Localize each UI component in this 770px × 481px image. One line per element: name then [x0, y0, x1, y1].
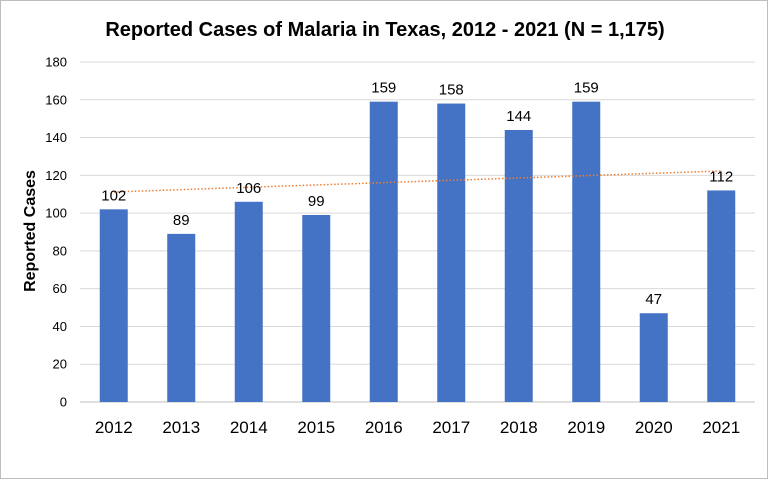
bar	[639, 313, 668, 402]
y-tick-label: 100	[45, 206, 67, 221]
y-tick-label: 20	[53, 357, 67, 372]
data-label: 89	[173, 212, 190, 229]
data-label: 158	[439, 82, 464, 99]
y-axis-ticks: 0 20 40 60 80 100 120 140 160 180	[45, 55, 67, 410]
bar	[572, 101, 601, 403]
x-tick-label: 2020	[635, 418, 673, 437]
bar	[369, 101, 398, 403]
x-tick-label: 2014	[230, 418, 268, 437]
data-label: 106	[236, 180, 261, 197]
x-tick-label: 2013	[162, 418, 200, 437]
data-label: 47	[645, 291, 662, 308]
y-tick-label: 160	[45, 92, 67, 107]
data-labels: 102 89 106 99 159 158 144 159 47 112	[101, 80, 733, 309]
data-label: 159	[574, 80, 599, 97]
y-tick-label: 180	[45, 55, 67, 70]
y-tick-label: 0	[60, 395, 67, 410]
y-tick-label: 120	[45, 168, 67, 183]
trendline-group	[113, 170, 722, 193]
data-label: 102	[101, 187, 126, 204]
x-tick-label: 2019	[567, 418, 605, 437]
x-axis-ticks: 2012 2013 2014 2015 2016 2017 2018 2019 2020 2021	[95, 418, 740, 437]
x-tick-label: 2012	[95, 418, 133, 437]
data-label: 144	[506, 108, 531, 125]
y-tick-label: 140	[45, 130, 67, 145]
x-tick-label: 2017	[432, 418, 470, 437]
bar	[707, 190, 736, 402]
trendline	[113, 170, 722, 193]
x-tick-label: 2015	[297, 418, 335, 437]
data-label: 99	[308, 193, 325, 210]
y-tick-label: 60	[53, 281, 67, 296]
x-tick-label: 2021	[702, 418, 740, 437]
data-label: 159	[371, 80, 396, 97]
bar	[504, 130, 533, 402]
bar	[437, 103, 466, 403]
x-tick-label: 2016	[365, 418, 403, 437]
bar	[234, 201, 263, 402]
bar	[167, 233, 196, 402]
chart-title: Reported Cases of Malaria in Texas, 2012…	[105, 19, 664, 41]
x-tick-label: 2018	[500, 418, 538, 437]
data-label: 112	[709, 168, 733, 185]
bars	[99, 101, 736, 403]
bar	[302, 215, 331, 402]
y-axis-label: Reported Cases	[22, 170, 39, 292]
y-tick-label: 40	[53, 319, 67, 334]
bar	[99, 209, 128, 402]
y-tick-label: 80	[53, 243, 67, 258]
